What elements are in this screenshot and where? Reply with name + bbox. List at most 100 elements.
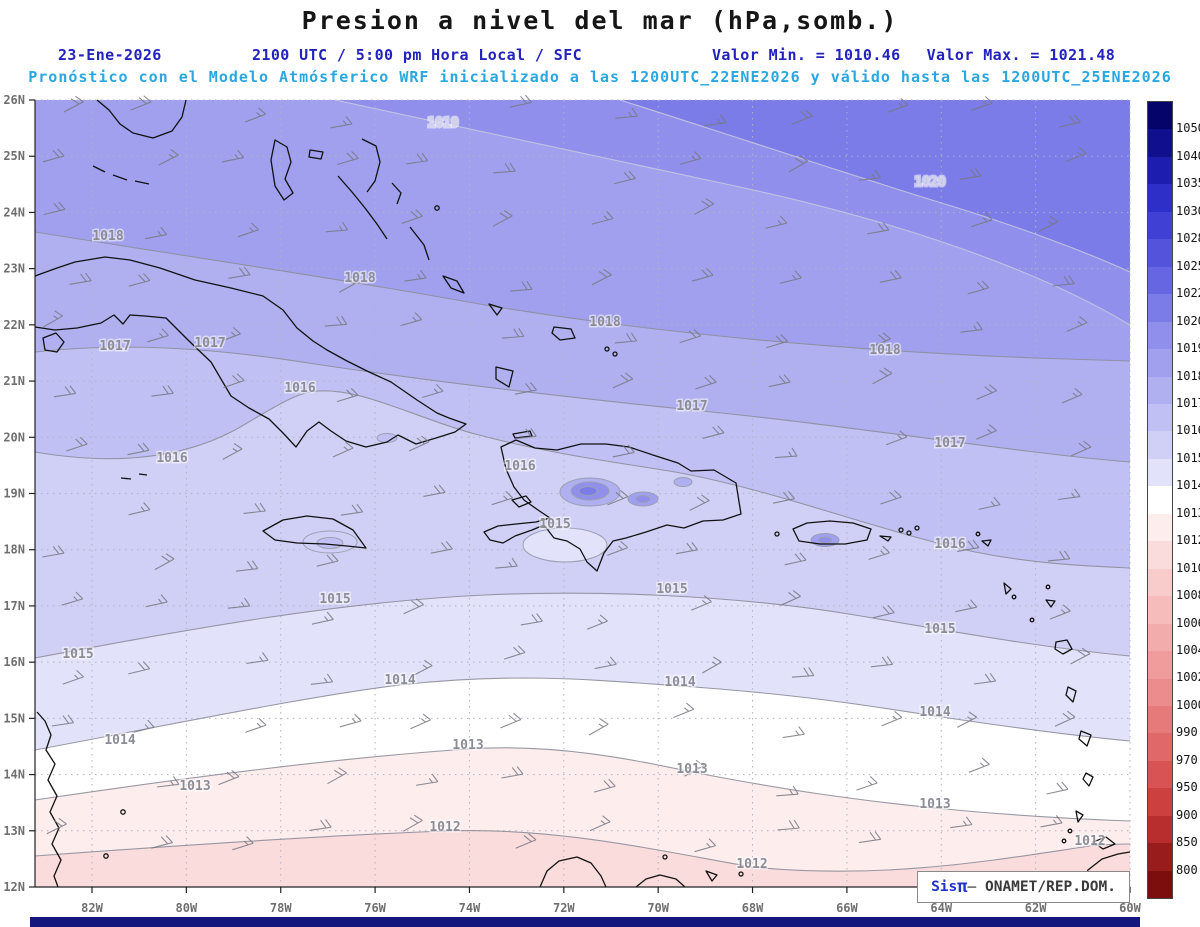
wind-barb — [51, 714, 75, 727]
wind-barb — [46, 817, 67, 835]
gonave-island — [511, 495, 532, 508]
wind-barb — [880, 489, 902, 505]
wind-barb — [768, 374, 791, 388]
isobar-1019 — [334, 99, 1131, 326]
colorbar-segment — [1148, 184, 1172, 212]
wind-barb — [325, 221, 349, 233]
cell-south-hispaniola — [522, 527, 608, 563]
dominica — [1065, 686, 1077, 703]
wind-barb — [401, 209, 424, 224]
isobar-label: 1014 — [384, 673, 415, 688]
isobar-label: 1018 — [589, 315, 620, 330]
lon-tick-label: 66W — [836, 901, 858, 915]
lon-tick-label: 76W — [364, 901, 386, 915]
colorbar-segment — [1148, 486, 1172, 514]
isobar-label: 1017 — [194, 336, 225, 351]
caicos — [551, 326, 576, 341]
wind-barb — [336, 387, 359, 403]
wind-barb — [69, 272, 92, 285]
florida-keys — [92, 165, 150, 185]
wind-barb — [870, 656, 894, 668]
wind-barb — [520, 613, 543, 626]
wind-barb — [1047, 550, 1071, 562]
coastline-bahamas — [270, 138, 618, 388]
isobar-label: 1017 — [934, 436, 965, 451]
wind-barb — [765, 215, 788, 229]
wind-barb — [777, 819, 800, 831]
isobar-1018 — [34, 231, 1131, 362]
anguilla — [975, 531, 981, 537]
wind-barb — [514, 428, 537, 440]
wind-barb — [243, 502, 266, 514]
wind-barb — [856, 776, 878, 791]
colorbar-segment — [1148, 321, 1172, 350]
new-providence — [308, 149, 324, 160]
wind-barb — [971, 212, 993, 228]
wind-barb — [1054, 710, 1076, 727]
aruba — [662, 854, 668, 860]
lon-tick-label: 80W — [176, 901, 198, 915]
cell-puerto-rico-core — [818, 536, 832, 544]
colorbar-label: 1050 — [1176, 121, 1200, 136]
coastline-hispaniola — [483, 439, 742, 572]
colorbar-segment — [1148, 760, 1172, 789]
st-martin — [981, 539, 992, 547]
colorbar-segment — [1148, 870, 1172, 899]
wind-barb — [586, 614, 608, 630]
wind-barb — [702, 425, 725, 439]
lat-tick-label: 12N — [3, 880, 25, 894]
andros-island — [270, 139, 294, 201]
wind-barb — [430, 541, 453, 554]
isobar-label: 1016 — [934, 537, 965, 552]
wind-barb — [1058, 488, 1081, 501]
wind-barb — [221, 149, 245, 163]
wind-barb — [612, 444, 635, 458]
wind-barb — [339, 713, 362, 728]
isobar-1015 — [34, 592, 1131, 659]
colorbar-segment — [1148, 266, 1172, 295]
great-inagua — [495, 366, 514, 388]
wind-barb — [879, 270, 902, 283]
st-kitts — [1003, 582, 1012, 595]
wind-barb — [410, 713, 431, 730]
wind-barb — [788, 155, 809, 173]
colorbar-label: 1012 — [1176, 533, 1200, 548]
wind-barb — [151, 385, 174, 397]
cell-east-hispaniola — [673, 477, 693, 487]
model-info-line: Pronóstico con el Modelo Atmósferico WRF… — [28, 68, 1172, 86]
grenadines-1 — [1067, 828, 1073, 834]
colorbar-label: 1028 — [1176, 231, 1200, 246]
wind-barb — [510, 280, 533, 292]
valid-time: 2100 UTC / 5:00 pm Hora Local / SFC — [252, 46, 583, 64]
mayaguana — [488, 303, 503, 316]
colorbar-segment — [1148, 678, 1172, 706]
wind-barb — [766, 334, 788, 349]
wind-barb — [1046, 781, 1069, 795]
wind-barb — [235, 560, 259, 572]
isobar-label: 1015 — [539, 517, 570, 532]
wind-barb — [782, 726, 805, 739]
colorbar-segment — [1148, 651, 1172, 679]
wind-barb — [128, 661, 151, 675]
wind-barb — [973, 672, 997, 685]
wind-barb — [245, 718, 267, 733]
wind-barb — [612, 372, 634, 389]
wind-barb — [43, 310, 64, 328]
lat-tick-label: 13N — [3, 824, 25, 838]
closed-pressure-cells — [302, 433, 840, 563]
isobar-label: 1015 — [319, 592, 350, 607]
isobar-label: 1019 — [427, 116, 458, 131]
wind-barb — [514, 382, 537, 395]
colorbar-segment — [1148, 376, 1172, 404]
wind-barb — [509, 94, 533, 108]
lon-tick-label: 60W — [1119, 901, 1141, 915]
wind-barb — [694, 198, 715, 215]
wind-barb — [978, 496, 1001, 510]
max-value-label: Valor Max. = 1021.48 — [926, 46, 1116, 64]
lat-tick-label: 14N — [3, 768, 25, 782]
colorbar-segment — [1148, 596, 1172, 624]
wind-barb — [956, 711, 978, 728]
wind-barb — [327, 767, 347, 785]
colorbar-segment — [1148, 156, 1172, 185]
